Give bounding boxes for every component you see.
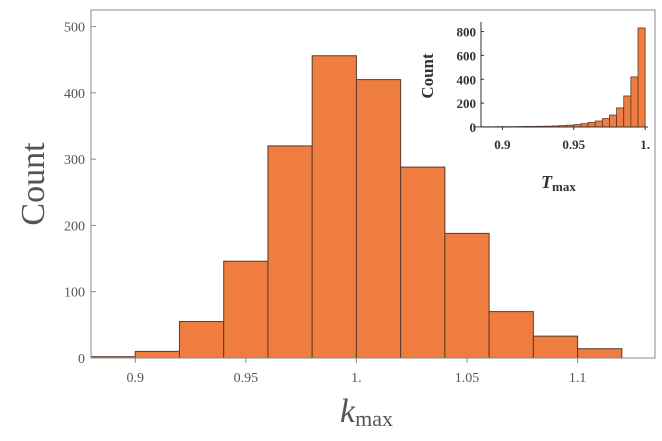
- main-x-axis-label: kmax: [340, 393, 393, 431]
- main-bar: [178, 321, 225, 359]
- inset-plot: 0.9 0.95 1. 0 200 400 600 800 Count Tmax: [418, 18, 652, 194]
- main-bars: [90, 55, 623, 359]
- inset-y-tick-label: 600: [457, 48, 477, 63]
- inset-y-axis-label: Count: [418, 53, 437, 99]
- main-bar: [355, 79, 402, 359]
- inset-y-tick-label: 800: [457, 25, 477, 40]
- inset-bar: [587, 122, 596, 128]
- main-x-tick-label: 1.: [351, 371, 362, 386]
- inset-x-axis-label: Tmax: [541, 172, 576, 194]
- main-bar: [223, 260, 269, 359]
- inset-x-axis: 0.9 0.95 1.: [494, 127, 650, 152]
- inset-bar: [637, 27, 646, 128]
- inset-x-axis-label-sub: max: [552, 179, 576, 194]
- inset-bar: [601, 118, 610, 128]
- inset-bar: [623, 95, 632, 128]
- main-plot-frame: [90, 9, 656, 359]
- inset-bar: [594, 120, 603, 128]
- main-x-tick-label: 1.05: [455, 371, 480, 386]
- main-bar: [400, 166, 446, 359]
- inset-y-tick-label: 0: [470, 120, 477, 135]
- inset-x-tick-label: 1.: [640, 137, 650, 152]
- inset-y-axis: 0 200 400 600 800: [457, 25, 484, 135]
- main-y-tick-label: 100: [64, 286, 85, 301]
- main-x-tick-label: 0.95: [234, 371, 259, 386]
- main-bar: [444, 232, 490, 359]
- main-y-tick-label: 300: [64, 153, 85, 168]
- inset-bar: [616, 107, 625, 128]
- inset-bar: [630, 76, 639, 128]
- inset-y-tick-label: 200: [457, 96, 477, 111]
- main-bar: [267, 145, 313, 359]
- main-y-tick-label: 500: [64, 21, 85, 36]
- main-x-tick-label: 0.9: [126, 371, 144, 386]
- main-y-tick-label: 0: [78, 352, 85, 367]
- inset-x-axis-label-main: T: [541, 172, 553, 192]
- inset-y-tick-label: 400: [457, 72, 477, 87]
- main-bar: [532, 335, 579, 359]
- main-y-tick-label: 400: [64, 87, 85, 102]
- main-bar: [577, 348, 623, 359]
- inset-x-tick-label: 0.9: [494, 137, 511, 152]
- main-x-axis-label-main: k: [340, 393, 356, 430]
- main-bar: [488, 311, 534, 359]
- inset-bar: [609, 114, 618, 128]
- main-y-axis-label: Count: [15, 142, 52, 226]
- main-x-axis: 0.9 0.95 1. 1.05 1.1: [126, 358, 586, 386]
- main-y-tick-label: 200: [64, 219, 85, 234]
- main-x-axis-label-sub: max: [355, 406, 393, 431]
- main-x-tick-label: 1.1: [569, 371, 587, 386]
- main-y-axis: 0 100 200 300 400 500: [64, 21, 96, 367]
- inset-bar: [580, 123, 589, 128]
- main-bar: [134, 350, 180, 359]
- inset-x-tick-label: 0.95: [562, 137, 585, 152]
- main-bar: [311, 55, 357, 359]
